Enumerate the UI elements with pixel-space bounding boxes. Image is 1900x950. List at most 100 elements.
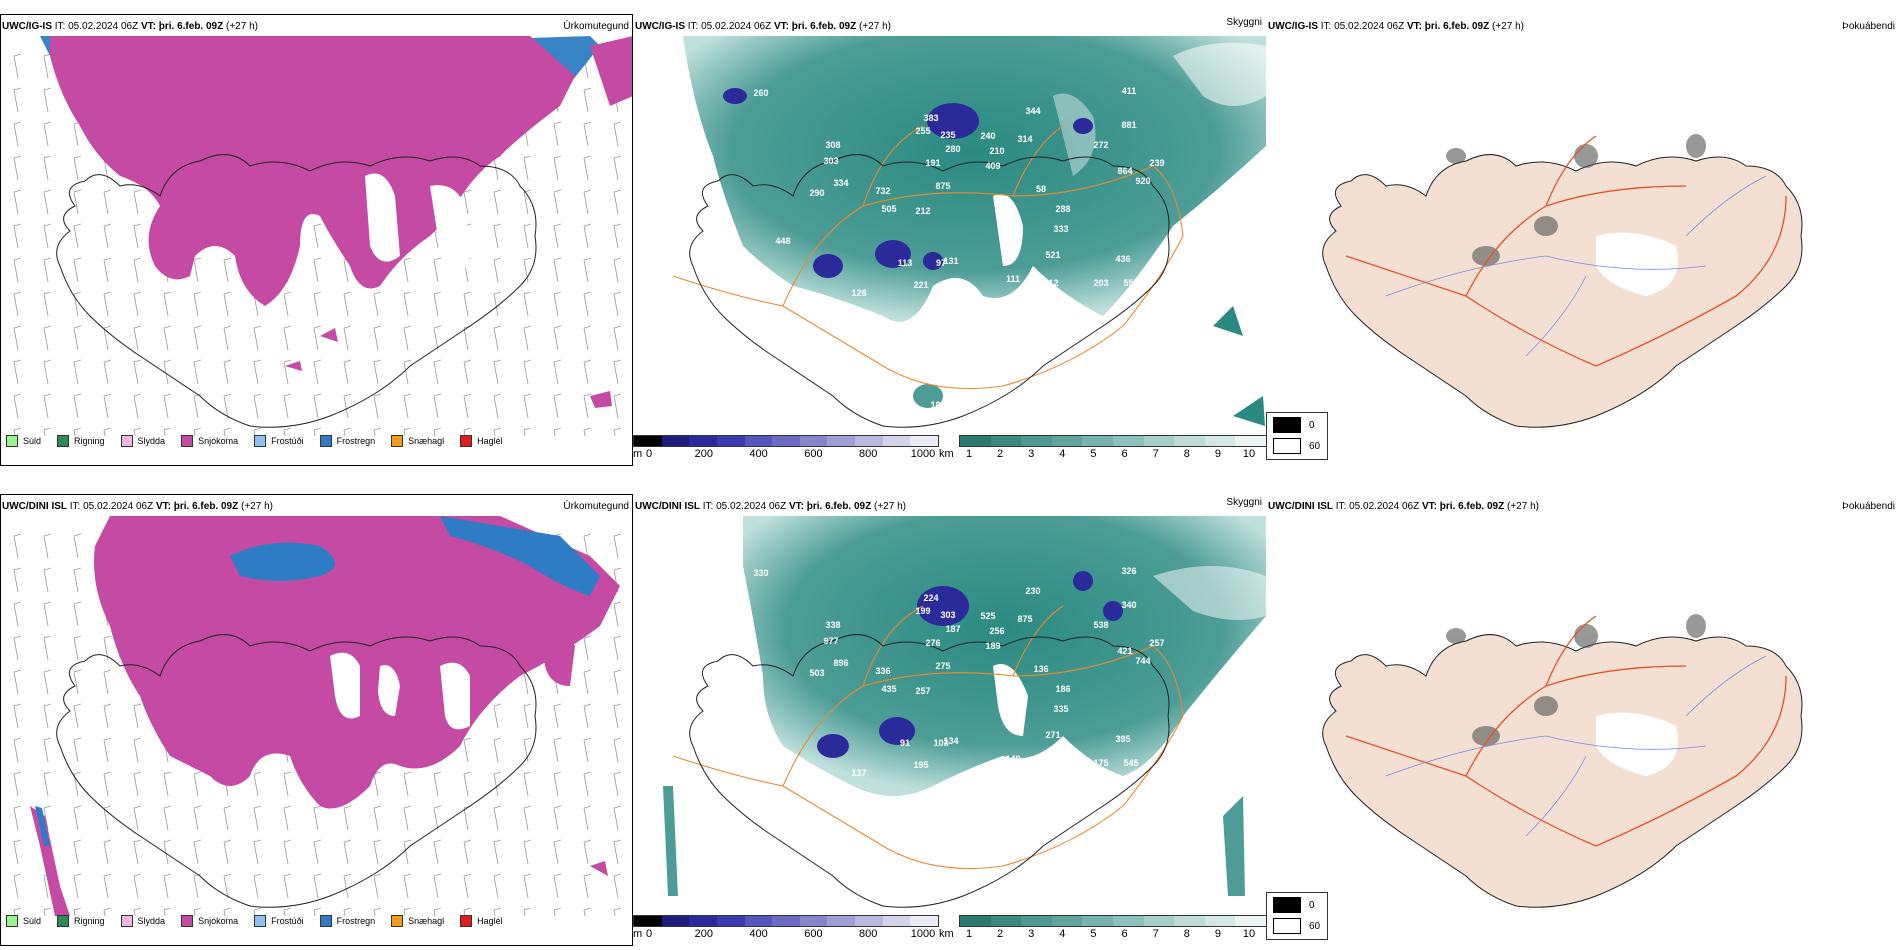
colorbar-tick-label: 600 — [804, 928, 823, 940]
colorbar-tick-label: 7 — [1152, 448, 1159, 460]
fog-swatch-60 — [1273, 918, 1301, 934]
panel-title: Skyggni — [1226, 17, 1262, 28]
wind-barb — [613, 907, 622, 916]
cloud-base-label: 191 — [925, 158, 940, 168]
wind-barb — [43, 223, 52, 249]
cloud-base-label: 230 — [1025, 586, 1040, 596]
cloud-base-label: 212 — [915, 206, 930, 216]
wind-barb — [433, 771, 442, 797]
cloud-base-label: 239 — [1149, 158, 1164, 168]
wind-barb — [13, 907, 22, 916]
wind-barb — [103, 703, 112, 729]
cloud-base-label: 113 — [898, 258, 913, 268]
wind-barb — [343, 873, 352, 899]
wind-barb — [583, 635, 592, 661]
precip-legend-item: Frostúði — [254, 915, 304, 927]
colorbar-segment — [1112, 916, 1144, 926]
wind-barb — [493, 737, 502, 763]
wind-barb — [613, 223, 622, 249]
wind-barb — [253, 771, 262, 797]
wind-barb — [133, 257, 142, 283]
wind-barb — [283, 427, 292, 436]
it-value: 05.02.2024 06Z — [1349, 501, 1420, 512]
wind-barb — [583, 223, 592, 249]
colorbar-tick-label: 7 — [1152, 928, 1159, 940]
wind-barb — [73, 601, 82, 627]
wind-barb — [553, 121, 562, 147]
panel-title: Þokuábendi — [1842, 21, 1895, 32]
precip-legend-swatch — [57, 915, 70, 927]
lead-time: (+27 h) — [1492, 21, 1524, 32]
fog-legend-value-0: 0 — [1309, 419, 1315, 431]
wind-barb — [73, 325, 82, 351]
wind-barb — [43, 53, 52, 79]
cloud-height-colorbar — [633, 435, 939, 447]
wind-barb — [523, 393, 532, 419]
wind-barb — [43, 155, 52, 181]
fog-map — [1322, 614, 1803, 908]
cloud-base-label: 240 — [980, 131, 995, 141]
wind-barb — [13, 359, 22, 385]
wind-barb — [253, 325, 262, 351]
wind-barb — [283, 325, 292, 351]
colorbar-tick-label: 4 — [1059, 448, 1066, 460]
precip-legend-item: Frostúði — [254, 435, 304, 447]
wind-barb — [13, 121, 22, 147]
cloud-base-label: 314 — [1017, 134, 1032, 144]
cloud-base-label: 864 — [1117, 166, 1132, 176]
wind-barb — [253, 907, 262, 916]
cloud-base-label: 275 — [935, 661, 950, 671]
wind-barb — [13, 155, 22, 181]
wind-barb — [463, 359, 472, 385]
colorbar-tick-label: 9 — [1214, 448, 1221, 460]
wind-barb — [73, 703, 82, 729]
colorbar-segment — [799, 916, 828, 926]
precip-legend-item: Slydda — [120, 435, 165, 447]
cloud-base-label: 58 — [1036, 184, 1046, 194]
colorbar-segment — [661, 916, 690, 926]
precip-legend-swatch — [57, 435, 70, 447]
wind-barb — [613, 669, 622, 695]
visibility-map: 260 308 303 334 290 732 505 212 875 409 280 191 255 2… — [672, 36, 1266, 428]
cloud-base-label: 280 — [945, 144, 960, 154]
wind-barb — [103, 907, 112, 916]
wind-barb — [193, 873, 202, 899]
colorbar-tick-label: 200 — [694, 928, 713, 940]
wind-barb — [433, 359, 442, 385]
wind-barb — [223, 393, 232, 419]
precip-legend-swatch — [391, 435, 404, 447]
wind-barb — [583, 737, 592, 763]
colorbar-segment — [882, 916, 911, 926]
cloud-base-label: 344 — [1025, 106, 1040, 116]
wind-barb — [133, 703, 142, 729]
wind-barb — [163, 771, 172, 797]
wind-barb — [13, 53, 22, 79]
wind-barb — [313, 907, 322, 916]
colorbar-segment — [634, 436, 662, 446]
cloud-base-label: 186 — [1055, 684, 1070, 694]
wind-barb — [493, 257, 502, 283]
cloud-base-label: 732 — [875, 186, 890, 196]
height-unit: m — [633, 928, 643, 940]
precip-legend-item: Súld — [6, 915, 41, 927]
wind-barb — [133, 291, 142, 317]
wind-barb — [343, 359, 352, 385]
visibility-colorbar — [959, 435, 1266, 447]
wind-barb — [103, 427, 112, 436]
wind-barb — [133, 393, 142, 419]
wind-barb — [553, 427, 562, 436]
it-value: 05.02.2024 06Z — [68, 21, 139, 32]
wind-barb — [523, 359, 532, 385]
wind-barb — [73, 737, 82, 763]
wind-barb — [73, 805, 82, 831]
colorbar-segment — [799, 436, 828, 446]
cloud-base-label: 149 — [1005, 754, 1020, 764]
colorbar-segment — [827, 916, 856, 926]
precip-legend-item: Rigning — [57, 915, 105, 927]
colorbar-tick-label: 6 — [1121, 448, 1128, 460]
precip-legend-label: Frostregn — [336, 916, 376, 926]
wind-barb — [613, 771, 622, 797]
vt-label: VT: — [1406, 21, 1422, 32]
vis-ticks: 1 2 3 4 5 6 7 8 9 10 — [959, 448, 1265, 462]
cloud-base-label: 235 — [940, 130, 955, 140]
